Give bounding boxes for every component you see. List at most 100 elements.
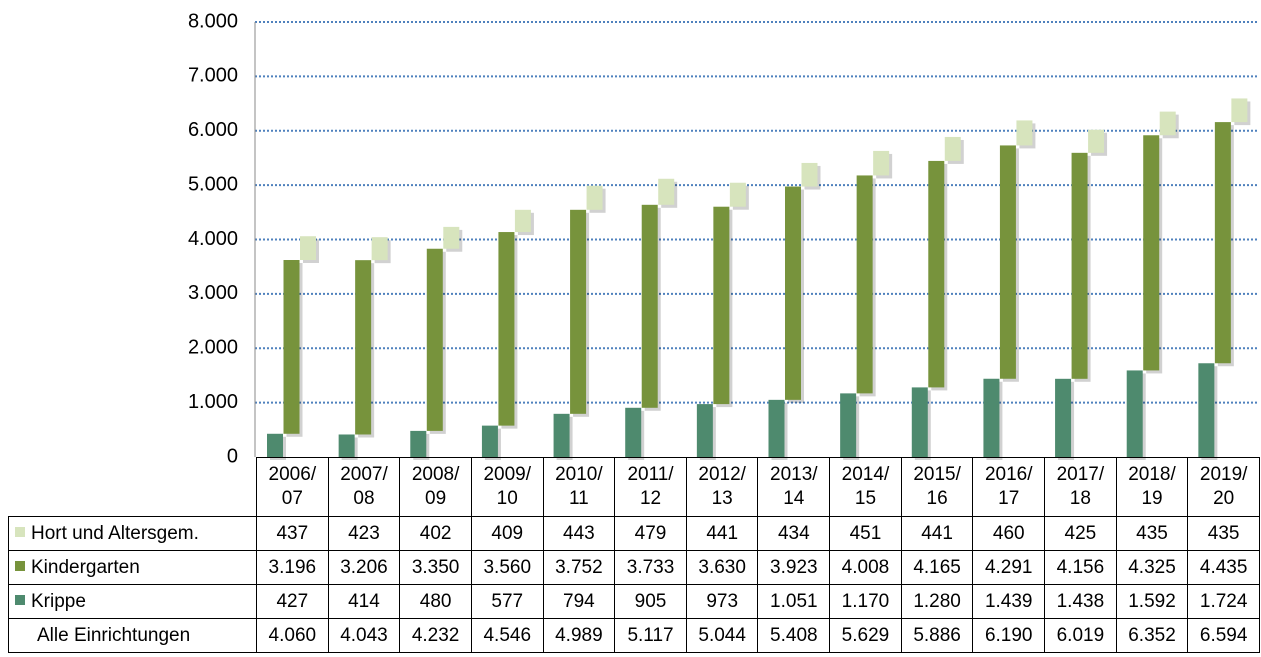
bar [338,434,355,457]
table-header-row: 2006/ 07 2007/ 08 2008/ 09 2009/ 10 2010/ 11… [8,457,1260,517]
data-label: 434 [757,516,831,551]
data-label: 794 [542,584,616,619]
data-label: 402 [399,516,472,551]
bar [283,259,300,434]
bar [570,209,587,414]
bar [426,248,443,431]
data-label: 425 [1044,516,1117,551]
y-tick-label: 0 [227,445,238,467]
data-label: 1.280 [900,584,974,619]
legend-label: Hort und Altersgem. [31,522,199,544]
bar [801,162,818,187]
y-tick-label: 8.000 [188,10,238,32]
data-label: 460 [972,516,1046,551]
x-tick-label: 2007/ 08 [327,457,401,517]
legend-entry: Hort und Altersgem. [8,516,257,551]
total-value: 4.232 [399,618,472,653]
table-total-row: Alle Einrichtungen 4.060 4.043 4.232 4.546 4.… [8,618,1260,653]
x-tick-label: 2019/ 20 [1187,457,1260,517]
total-value: 5.408 [757,618,831,653]
legend-label: Kindergarten [31,556,140,578]
bar [911,387,928,457]
x-tick-label: 2012/ 13 [685,457,759,517]
legend-marker [15,560,25,571]
total-value: 5.044 [685,618,759,653]
bar [553,413,570,457]
data-label: 4.435 [1187,550,1260,585]
y-tick-label: 5.000 [188,173,238,195]
table-row: Kindergarten 3.196 3.206 3.350 3.560 3.752 3.7… [8,550,1260,585]
data-label: 3.560 [470,550,544,585]
data-label: 423 [327,516,401,551]
bar [410,430,427,457]
x-tick-label: 2009/ 10 [470,457,544,517]
bar [498,232,515,426]
bar [514,209,531,233]
bar [1055,378,1072,457]
bar [267,433,283,457]
total-value: 6.352 [1115,618,1189,653]
bar [1159,111,1176,136]
bar [1231,98,1248,123]
bar [1214,122,1231,364]
total-label: Alle Einrichtungen [8,618,257,653]
bar [713,206,730,405]
bar [856,175,873,394]
y-tick-label: 3.000 [188,282,238,304]
x-tick-label: 2015/ 16 [900,457,974,517]
data-label: 435 [1115,516,1189,551]
bar [355,260,372,435]
bar [729,182,746,207]
bar [625,407,642,457]
table-corner [8,457,257,517]
bar [999,145,1016,379]
x-tick-label: 2010/ 11 [542,457,616,517]
bar [696,404,713,457]
legend-marker [15,526,25,537]
total-value: 6.019 [1044,618,1117,653]
y-tick-label: 1.000 [188,391,238,413]
data-label: 480 [399,584,472,619]
data-label: 4.156 [1044,550,1117,585]
bar [371,237,388,261]
data-label: 4.008 [829,550,902,585]
total-value: 4.060 [256,618,329,653]
data-label: 441 [685,516,759,551]
table-row: Hort und Altersgem. 437 423 402 409 443 479 441… [8,516,1260,551]
bar [928,160,945,388]
total-value: 4.546 [470,618,544,653]
data-label: 479 [614,516,687,551]
data-label: 577 [470,584,544,619]
bar [1126,370,1143,457]
bar [1088,129,1105,153]
y-tick-label: 7.000 [188,65,238,87]
data-label: 414 [327,584,401,619]
bar [300,236,316,260]
data-label: 4.291 [972,550,1046,585]
total-value: 4.043 [327,618,401,653]
data-label: 3.752 [542,550,616,585]
bar [443,226,460,249]
legend-label: Krippe [31,590,86,612]
x-tick-label: 2014/ 15 [829,457,902,517]
data-label: 427 [256,584,329,619]
data-label: 1.724 [1187,584,1260,619]
total-value: 5.629 [829,618,902,653]
bar [481,425,498,457]
total-value: 6.594 [1187,618,1260,653]
bar [1198,363,1215,457]
data-table: 2006/ 07 2007/ 08 2008/ 09 2009/ 10 2010/ 11… [8,457,1260,653]
data-label: 441 [900,516,974,551]
legend-entry: Krippe [8,584,257,619]
x-tick-label: 2006/ 07 [256,457,329,517]
data-label: 451 [829,516,902,551]
total-value: 4.989 [542,618,616,653]
legend-marker [15,594,25,605]
bar [1016,120,1033,146]
x-tick-label: 2011/ 12 [614,457,687,517]
data-label: 1.592 [1115,584,1189,619]
bar [1143,135,1160,371]
bar [785,186,801,400]
